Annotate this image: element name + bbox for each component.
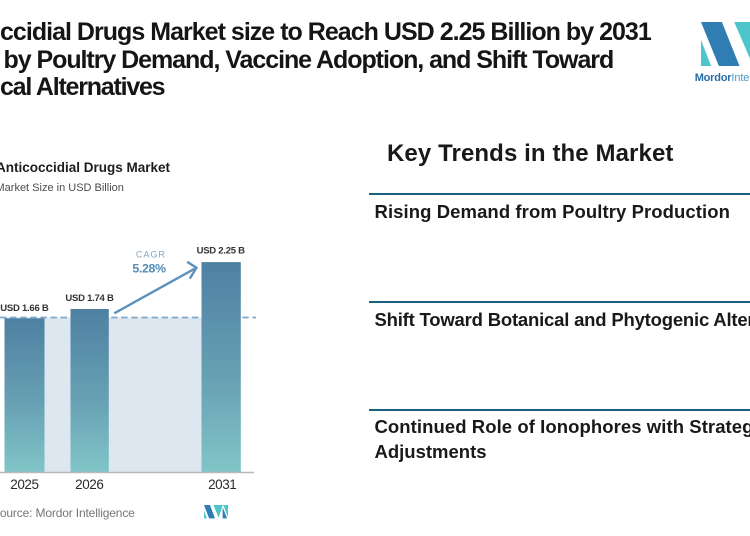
svg-text:CAGR: CAGR [136, 250, 166, 260]
svg-text:USD 2.25 B: USD 2.25 B [197, 246, 246, 257]
svg-text:USD 1.74 B: USD 1.74 B [65, 293, 114, 304]
svg-text:2026: 2026 [75, 477, 103, 492]
svg-text:2025: 2025 [10, 477, 38, 492]
svg-text:USD 1.66 B: USD 1.66 B [0, 303, 49, 314]
svg-text:2031: 2031 [208, 477, 236, 492]
svg-text:5.28%: 5.28% [132, 262, 166, 276]
